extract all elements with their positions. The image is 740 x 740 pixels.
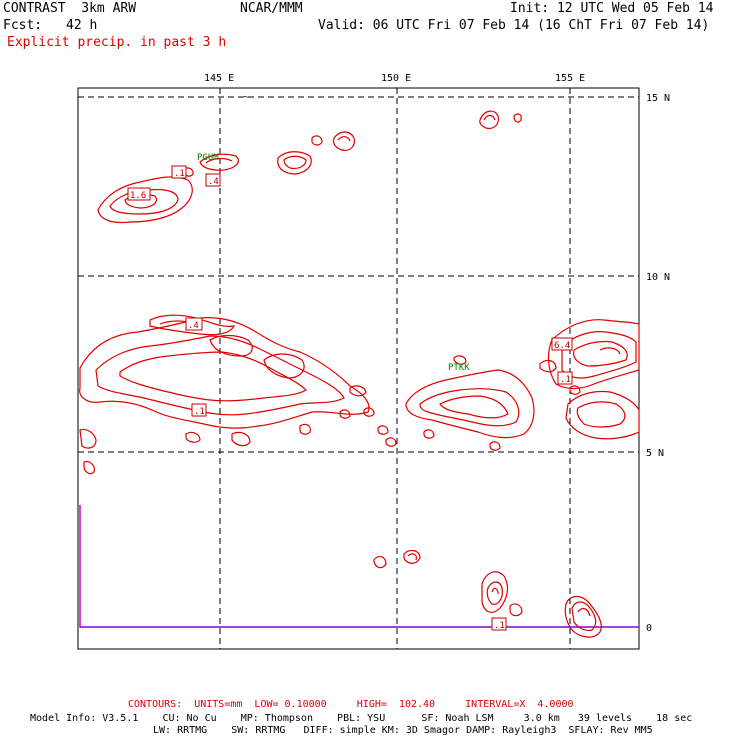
lon-label-145: 145 E xyxy=(204,73,234,84)
station-label-pgum: PGUM xyxy=(197,153,219,163)
lat-label-0: 0 xyxy=(646,623,652,634)
contour-value-labels: .1 1.6 .4 .4 .1 6.4 .1 .1 xyxy=(127,165,573,631)
contour-label: .4 xyxy=(208,177,219,187)
station-marker: ~ xyxy=(243,92,249,103)
contour-label: .1 xyxy=(194,407,205,417)
contour-label: 1.6 xyxy=(130,191,146,201)
lat-label-10: 10 N xyxy=(646,272,670,283)
lat-label-5: 5 N xyxy=(646,448,664,459)
precip-contours xyxy=(79,110,640,638)
plot-title: CONTRAST 3km ARW xyxy=(3,1,137,16)
contour-label: .1 xyxy=(560,375,571,385)
model-info-line2: LW: RRTMG SW: RRTMG DIFF: simple KM: 3D … xyxy=(153,725,653,736)
contour-info: CONTOURS: UNITS=mm LOW= 0.10000 HIGH= 10… xyxy=(128,699,574,710)
map-frame xyxy=(77,87,640,650)
init-time: Init: 12 UTC Wed 05 Feb 14 xyxy=(510,1,714,16)
station-label-ptkk: PTKK xyxy=(448,363,470,373)
grid-lines xyxy=(78,88,639,649)
field-description: Explicit precip. in past 3 h xyxy=(7,35,227,50)
contour-label: .4 xyxy=(188,321,199,331)
organization-label: NCAR/MMM xyxy=(240,1,303,16)
contour-label: .1 xyxy=(494,621,505,631)
lon-label-155: 155 E xyxy=(555,73,585,84)
lon-label-150: 150 E xyxy=(381,73,411,84)
lat-label-15: 15 N xyxy=(646,93,670,104)
domain-boundary-line xyxy=(79,505,639,628)
forecast-hour: 42 h xyxy=(66,18,98,33)
forecast-label: Fcst: xyxy=(3,18,43,33)
valid-time: Valid: 06 UTC Fri 07 Feb 14 (16 ChT Fri … xyxy=(318,18,710,33)
contour-label: 6.4 xyxy=(554,341,570,351)
model-info-line1: Model Info: V3.5.1 CU: No Cu MP: Thompso… xyxy=(30,713,693,724)
contour-label: .1 xyxy=(174,169,185,179)
